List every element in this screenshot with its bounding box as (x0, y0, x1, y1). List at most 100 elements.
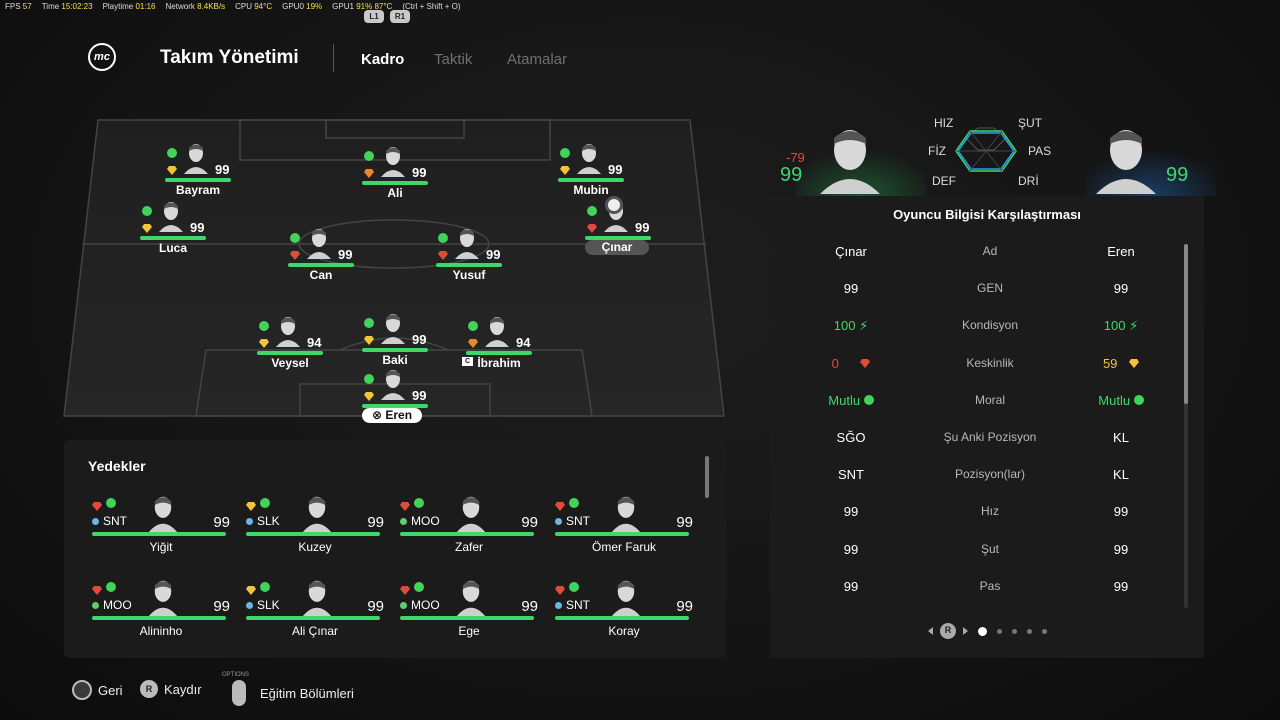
pitch-player[interactable]: 99 Baki (362, 310, 428, 370)
mood-icon (167, 148, 177, 158)
gpu0-value: 19% (306, 2, 323, 11)
pitch-player[interactable]: 99 Yusuf (436, 225, 502, 285)
r1-button[interactable]: R1 (390, 10, 410, 23)
player-rating: 99 (676, 514, 693, 531)
pager-dot-2[interactable] (997, 628, 1002, 634)
row-label: Ad (982, 244, 998, 258)
mood-icon (560, 148, 570, 158)
scroll-action[interactable]: R Kaydır (140, 680, 202, 698)
sub-player-card[interactable]: SLK 99 Ali Çınar (246, 576, 384, 646)
subs-scrollbar[interactable] (705, 456, 709, 498)
left-value: Mutlu (806, 393, 896, 408)
pitch-player[interactable]: 94 Veysel (257, 313, 323, 373)
player-avatar (183, 140, 209, 174)
player-avatar (147, 576, 179, 616)
gpu1-value: 91% (356, 2, 373, 11)
mood-icon (569, 498, 579, 508)
pitch-player[interactable]: 99 ⊗ Eren (362, 366, 428, 426)
sub-player-card[interactable]: SLK 99 Kuzey (246, 492, 384, 562)
sub-player-card[interactable]: MOO 99 Zafer (400, 492, 538, 562)
player-name: Bayram (175, 183, 221, 197)
compare-row: 99 Hız 99 (770, 504, 1190, 534)
network-label: Network (165, 2, 195, 11)
mood-icon (106, 582, 116, 592)
radar-label-pas: PAS (1028, 144, 1052, 158)
player-avatar (484, 313, 510, 347)
row-label: Şut (980, 541, 999, 556)
sub-player-card[interactable]: SNT 99 Yiğit (92, 492, 230, 562)
compare-row: 100 ⚡ Kondisyon 100 ⚡ (770, 318, 1190, 348)
compare-row: 99 Pas 99 (770, 579, 1190, 609)
pitch-player[interactable]: 99 Ali (362, 143, 428, 203)
chemistry-gem-icon (246, 498, 256, 516)
pitch-player[interactable]: 99 Mubin (558, 140, 624, 200)
right-value: 59 (1076, 356, 1166, 371)
playtime-value: 01:16 (135, 2, 156, 11)
pager-dot-1[interactable] (978, 626, 987, 636)
pager-dot-3[interactable] (1012, 628, 1017, 634)
player-rating: 94 (516, 335, 531, 350)
player-name: Koray (608, 624, 640, 638)
swap-selector-icon[interactable] (605, 196, 623, 214)
row-label: Pas (979, 578, 1001, 593)
fitness-bar (400, 616, 534, 620)
options-label: OPTIONS (222, 672, 250, 678)
training-action[interactable]: Eğitim Bölümleri (232, 680, 354, 706)
fitness-bar (362, 404, 428, 408)
position-dot-icon (555, 517, 562, 525)
position-badge: SNT (555, 514, 590, 528)
row-label: Kondisyon (961, 318, 1019, 333)
position-dot-icon (246, 601, 253, 609)
pitch-lines (63, 119, 725, 417)
pitch-player[interactable]: 99 Bayram (165, 140, 231, 200)
l1-button[interactable]: L1 (364, 10, 384, 23)
player-rating: 99 (338, 247, 353, 262)
tab-kadro[interactable]: Kadro (361, 51, 405, 68)
radar-label-hiz: HIZ (934, 116, 954, 130)
player-rating: 99 (367, 514, 384, 531)
compare-row: 99 Şut 99 (770, 542, 1190, 572)
back-action[interactable]: Geri (72, 680, 123, 700)
back-label: Geri (98, 682, 123, 698)
right-value: KL (1113, 467, 1129, 483)
pitch-player[interactable]: 94 İbrahim C (462, 313, 532, 373)
fitness-bar (92, 532, 226, 536)
sub-player-card[interactable]: MOO 99 Alininho (92, 576, 230, 646)
tab-taktik[interactable]: Taktik (434, 51, 473, 68)
rating-delta: -79 (786, 150, 805, 165)
pager-r-button[interactable] (928, 622, 968, 640)
compare-row: SĞO Şu Anki Pozisyon KL (770, 430, 1190, 460)
sub-player-card[interactable]: MOO 99 Ege (400, 576, 538, 646)
sub-player-card[interactable]: SNT 99 Ömer Faruk (555, 492, 693, 562)
position-badge: SNT (555, 598, 590, 612)
player-avatar (275, 313, 301, 347)
position-label: MOO (411, 514, 440, 528)
right-value: 99 (1113, 504, 1129, 520)
compare-row: Çınar Ad Eren (770, 244, 1190, 274)
training-label: Eğitim Bölümleri (260, 685, 354, 701)
mood-icon (468, 321, 478, 331)
pitch-player[interactable]: 99 Can (288, 225, 354, 285)
player-avatar (301, 492, 333, 532)
tab-atamalar[interactable]: Atamalar (507, 51, 568, 68)
compare-row: Mutlu Moral Mutlu (770, 393, 1190, 423)
pager-dot-4[interactable] (1027, 628, 1032, 634)
player-avatar (610, 492, 642, 532)
player-rating: 99 (213, 514, 230, 531)
pitch-player[interactable]: 99 Luca (140, 198, 206, 258)
pitch-player[interactable]: 99 Çınar (585, 196, 651, 258)
mood-icon (259, 321, 269, 331)
pager-dot-5[interactable] (1042, 628, 1047, 634)
player-avatar (147, 492, 179, 532)
player-rating: 99 (412, 165, 427, 180)
right-value: Mutlu (1076, 393, 1166, 408)
sub-player-card[interactable]: SNT 99 Koray (555, 576, 693, 646)
compare-scroll-track (1184, 244, 1188, 608)
player-avatar (158, 198, 184, 232)
fitness-bar (362, 348, 428, 352)
chemistry-gem-icon (364, 165, 374, 178)
mood-icon (364, 151, 374, 161)
compare-scrollbar[interactable] (1184, 244, 1188, 404)
mood-icon (414, 498, 424, 508)
left-value: 99 (843, 541, 859, 557)
